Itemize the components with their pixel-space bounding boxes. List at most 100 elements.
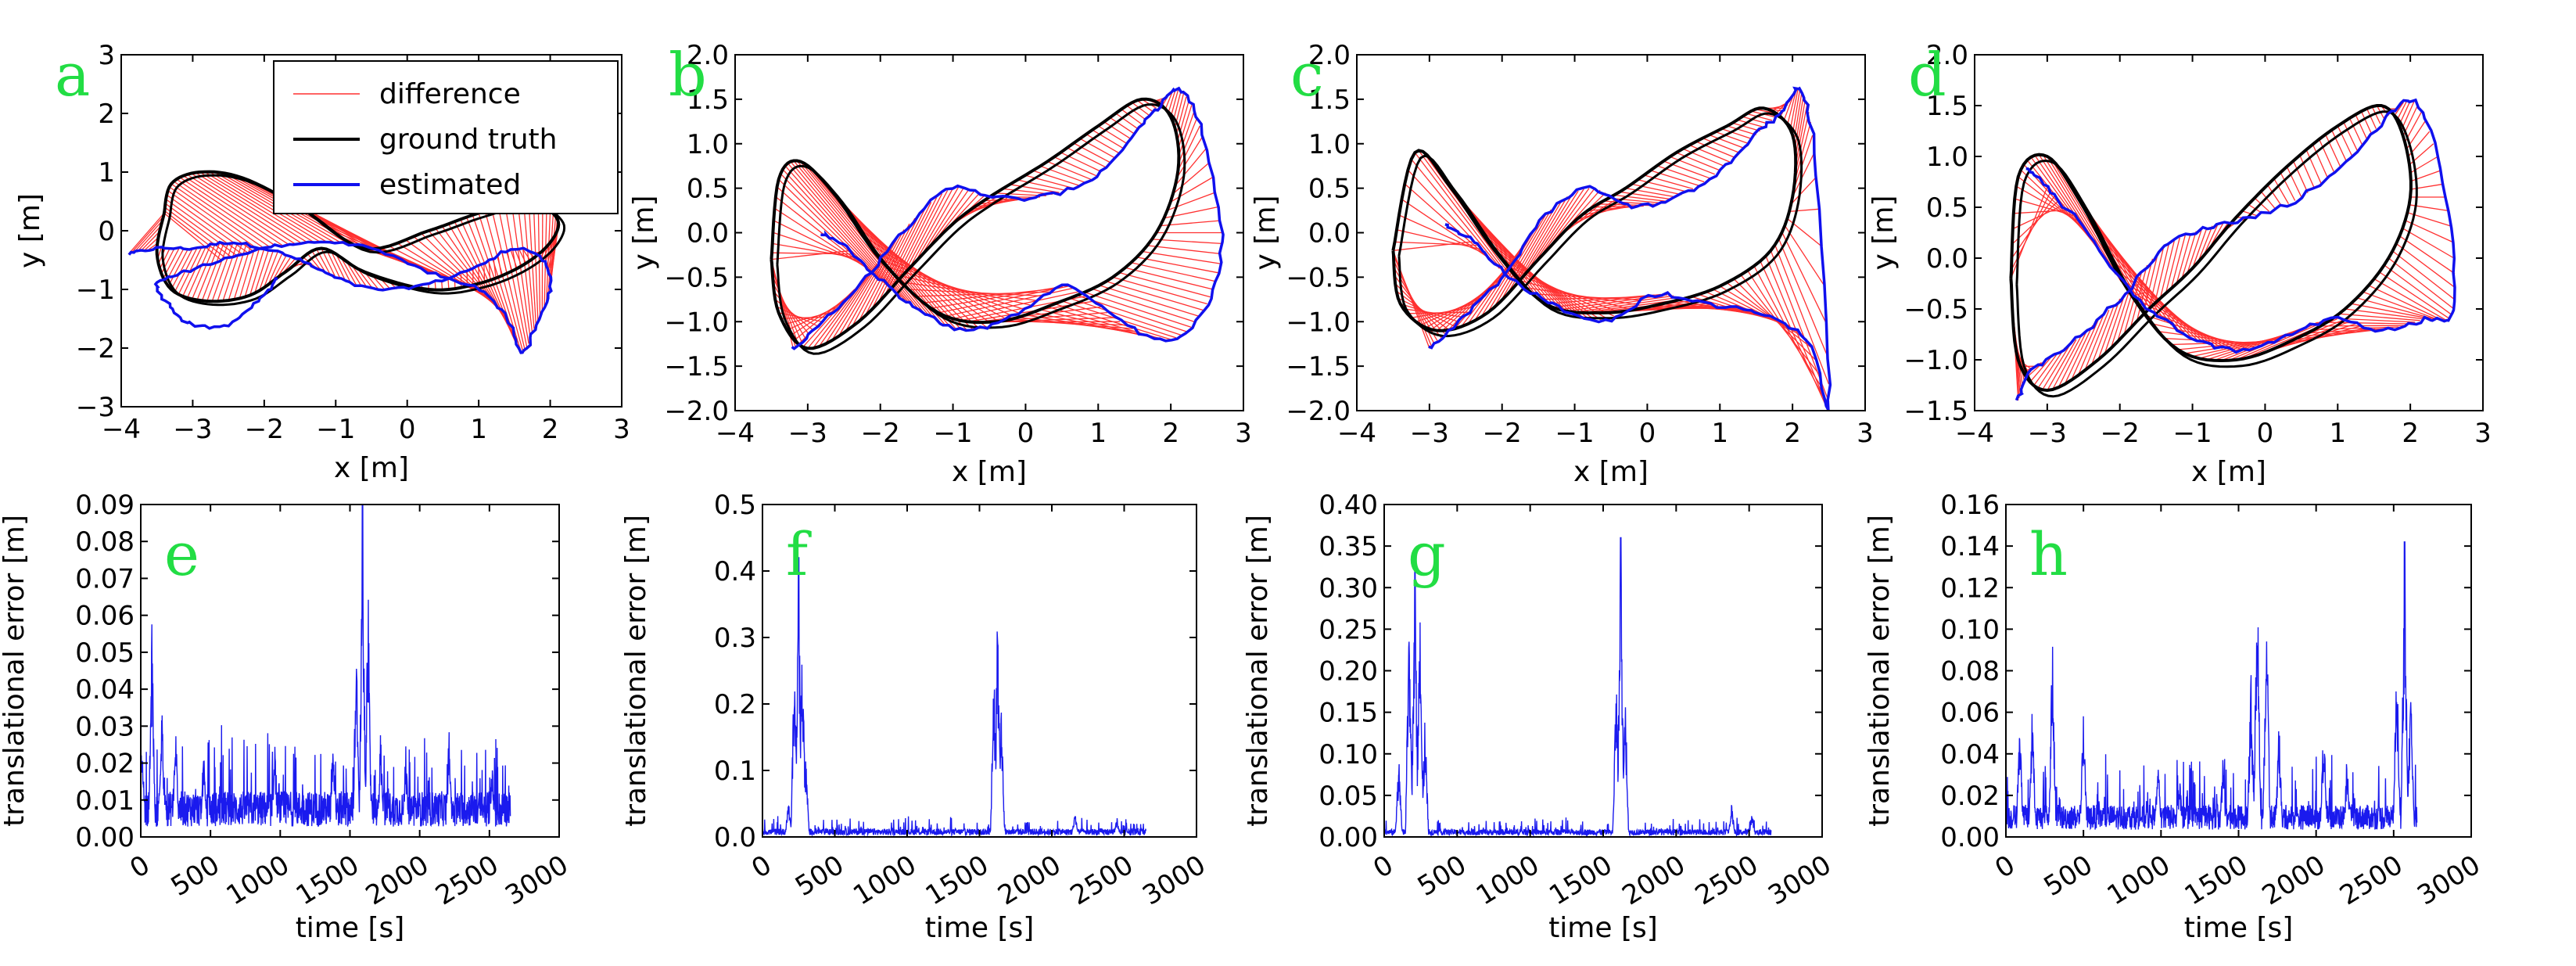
difference-line [1531,189,1584,267]
difference-line [2159,240,2176,299]
x-tick-label: 2000 [992,849,1067,912]
y-tick-label: 0.03 [75,711,135,742]
difference-line [2371,106,2381,124]
difference-line [330,250,346,282]
y-axis-label: translational error [m] [0,515,30,827]
difference-line [953,290,1082,320]
x-tick-label: 2 [1162,418,1179,449]
difference-line [165,203,237,257]
difference-line [1178,110,1195,156]
difference-line [1467,235,1530,325]
difference-line [1170,176,1214,203]
difference-line [1676,152,1720,171]
x-tick-label: −2 [861,418,900,449]
difference-line [182,246,207,297]
difference-line [133,220,163,253]
difference-line [1519,192,1573,281]
difference-line [2402,228,2455,259]
difference-line [196,242,221,300]
difference-line [179,177,283,246]
y-tick-label: −3 [76,392,115,423]
error-line [762,557,1146,837]
x-tick-label: 1 [2329,418,2346,449]
y-tick-label: −1 [76,275,115,306]
difference-line [780,316,827,319]
difference-line [1175,148,1207,186]
difference-line [2388,257,2455,310]
difference-line [2241,210,2257,217]
y-tick-label: −1.5 [1903,396,1968,427]
difference-line [2176,232,2191,285]
axes-frame [1383,504,1823,838]
y-tick-label: 1.5 [1308,84,1351,116]
difference-line [163,212,222,261]
x-tick-label: −3 [788,418,827,449]
plot-area [1384,537,1772,837]
x-tick-label: 1500 [920,849,995,912]
difference-line [491,209,526,352]
difference-line [2187,229,2202,275]
plot-area [141,505,511,828]
difference-line [1795,104,1808,165]
difference-line [877,206,927,303]
legend: difference ground truth estimated [273,60,619,214]
y-tick-label: 0.08 [75,526,135,558]
x-axis-label: time [s] [2184,912,2294,944]
plot-area [2009,98,2456,401]
difference-line [340,257,357,285]
difference-line [2052,334,2083,390]
difference-line [2384,264,2452,316]
difference-line [890,197,938,289]
difference-line [2136,258,2154,322]
difference-line [1411,159,1505,274]
difference-line [1794,95,1804,149]
difference-line [1576,204,1628,221]
panel-b: −4 −3 −2 −1 0 1 2 3 −2.0 −1.5 −1.0 −0.5 0.0 0.5 1.0 1.5… [628,40,1252,488]
difference-line [2058,329,2088,388]
y-tick-label: 0.5 [1926,192,1968,224]
difference-line [1788,208,1819,213]
difference-line [1177,100,1190,142]
panel-d: −4 −3 −2 −1 0 1 2 3 −1.5 −1.0 −0.5 0.0 0.5 1.0 1.5 2.0 x… [1867,40,2492,488]
x-tick-label: 1000 [1471,849,1545,912]
difference-line [1790,176,1817,205]
x-tick-label: 1500 [1544,849,1618,912]
y-axis-label: translational error [m] [1864,515,1896,827]
difference-line [258,250,274,291]
legend-box [273,60,619,214]
difference-line [1168,89,1176,113]
difference-line [222,243,242,302]
difference-line [2373,278,2447,321]
difference-line [528,201,536,325]
difference-line [2010,186,2048,279]
difference-line [1152,239,1222,245]
difference-line [2043,154,2122,282]
plot-area [2006,541,2418,831]
difference-line [1784,224,1824,285]
x-tick-label: 2500 [2334,849,2409,912]
panel-letter: f [786,519,812,589]
y-tick-label: 0.00 [75,822,135,853]
difference-line [2129,264,2148,329]
difference-line [1746,113,1773,121]
y-tick-label: 0.15 [1318,698,1378,729]
difference-line [1620,191,1671,200]
x-tick-label: 3 [1235,418,1252,449]
difference-line [1404,183,1495,264]
x-axis-label: time [s] [1548,912,1658,944]
y-tick-label: 0.06 [1940,698,2000,729]
difference-lines [2010,99,2456,401]
plot-area [1391,86,1832,411]
x-tick-label: −3 [2028,418,2067,449]
x-axis-label: x [m] [1573,456,1649,488]
difference-line [902,190,949,275]
difference-line [2399,235,2456,275]
x-tick-label: 0 [1989,849,2021,885]
difference-line [1092,129,1124,149]
y-tick-label: 1 [98,157,115,189]
y-tick-label: 1.5 [1926,91,1968,122]
x-tick-label: 2 [1784,418,1801,449]
x-tick-label: 3000 [1137,849,1211,912]
difference-line [239,246,257,299]
difference-line [1689,144,1731,163]
